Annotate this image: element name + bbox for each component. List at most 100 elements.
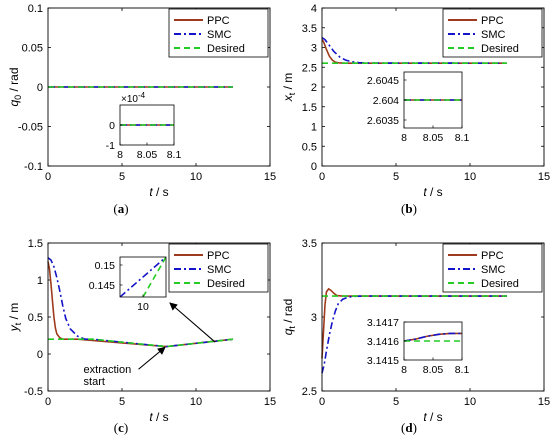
panel-b-label-close: ) (413, 201, 417, 216)
panel-b-ytick-label: 2.5 (302, 62, 317, 74)
panel-b-inset-xtick-label: 8.05 (423, 132, 444, 144)
panel-d-inset-xtick-label: 8 (401, 364, 407, 376)
panel-c-xtick-label: 15 (264, 396, 276, 408)
panel-d-inset-series-smc-line (404, 332, 462, 342)
panel-b-inset-ytick-label: 2.6035 (367, 115, 399, 127)
panel-d-legend-label-desired: Desired (481, 278, 519, 290)
panel-c-xtick-label: 0 (45, 396, 51, 408)
panel-d-xtick-label: 10 (464, 396, 476, 408)
panel-b-label: (b) (401, 201, 417, 216)
panel-d-ytick-label: 3 (311, 312, 317, 324)
panel-a-inset: 8 8.05 8.1 -1 0 ×10-4 (106, 91, 182, 161)
panel-c-ytick-label: 1 (37, 275, 43, 287)
panel-d-ylabel: qt / rad (281, 299, 297, 336)
panel-a-ylabel-unit: / rad (7, 67, 21, 94)
panel-d-inset-xtick-label: 8.05 (423, 364, 444, 376)
panel-b-inset-ytick-label: 2.6045 (367, 75, 399, 87)
panel-b-frame (321, 7, 545, 167)
panel-d-inset-area (404, 322, 462, 360)
panel-a-xtick-label: 0 (45, 171, 51, 183)
panel-d-label-letter: d (405, 420, 413, 435)
panel-d-legend-label-ppc: PPC (481, 250, 504, 262)
panel-c-inset-series-desired-line (142, 257, 166, 297)
panel-c-label: (c) (114, 420, 128, 435)
panel-b-ylabel: xt / m (281, 73, 297, 103)
panel-a-ytick-label: -0.05 (18, 122, 43, 134)
panel-c: 0 5 10 15-0.500.511.5t / syt / mPPCSMCDesir… (7, 238, 276, 435)
panel-d-xlabel-symbol: t (423, 410, 427, 424)
panel-a-inset-xtick-label: 8.1 (167, 149, 182, 161)
panel-a-xtick-label: 10 (190, 171, 202, 183)
panel-a-label: (a) (113, 201, 128, 216)
panel-c-xlabel-unit: / s (153, 410, 169, 424)
panel-a-frame (47, 7, 271, 167)
panel-b-xtick-label: 10 (464, 171, 476, 183)
panel-c-frame (47, 242, 271, 392)
panel-b-ytick-label: 0.5 (302, 141, 317, 153)
panel-d-legend-label-smc: SMC (481, 264, 506, 276)
panel-a-inset-exponent-power: -4 (138, 91, 146, 100)
panel-c-inset-ytick-label: 0.145 (89, 280, 115, 292)
panel-b-xtick-label: 0 (319, 171, 325, 183)
panel-b-legend: PPC SMC Desired (442, 8, 543, 58)
panel-a-legend-label-desired: Desired (207, 43, 245, 55)
panel-d-frame (321, 242, 545, 392)
panel-c-xlabel-symbol: t (149, 410, 153, 424)
panel-d-label-open: ( (401, 420, 405, 435)
panel-c-xtick-label: 10 (190, 396, 202, 408)
extraction-label-line2: start (84, 376, 105, 388)
panel-a-inset-ytick-label: 0 (109, 120, 115, 132)
panel-b-label-open: ( (401, 201, 405, 216)
panel-d-ylabel-unit: / rad (281, 299, 295, 326)
zoom-inset-arrow (169, 302, 216, 343)
panel-c-xlabel: t / s (149, 410, 168, 424)
panel-d-xtick-label: 15 (538, 396, 550, 408)
panel-b-ytick-label: 1.5 (302, 102, 317, 114)
panel-d-ylabel-subscript: t (287, 326, 297, 329)
panel-c-inset-series-smc-line (120, 257, 166, 297)
panel-c-series-desired-line (48, 338, 234, 348)
panel-b-xlabel-unit: / s (427, 185, 443, 199)
panel-a-inset-xtick-label: 8 (117, 149, 123, 161)
panel-a-legend-label-ppc: PPC (207, 15, 230, 27)
panel-a-ytick-label: 0.05 (22, 43, 43, 55)
panel-a-inset-exponent-base: ×10 (121, 94, 138, 105)
panel-c-ytick-label: -0.5 (24, 386, 43, 398)
panel-d-inset-ytick-label: 3.1417 (367, 317, 399, 329)
panel-c-series-ppc-line (47, 261, 234, 348)
panel-d-ytick-label: 3.5 (302, 238, 317, 250)
panel-a-ylabel: q0 / rad (7, 67, 23, 106)
panel-d-inset: 8 8.05 8.1 3.1415 3.1416 3.1417 (367, 317, 470, 376)
panel-c-ytick-label: 0 (37, 349, 43, 361)
panel-d-xlabel-unit: / s (427, 410, 443, 424)
panel-c-ylabel-symbol: y (7, 324, 21, 332)
panel-d-xtick-label: 0 (319, 396, 325, 408)
panel-a-legend-label-smc: SMC (207, 29, 232, 41)
panel-c-legend: PPC SMC Desired (168, 243, 269, 293)
panel-b-ytick-label: 2 (311, 82, 317, 94)
panel-c-legend-label-desired: Desired (207, 278, 245, 290)
panel-c-label-open: ( (114, 420, 118, 435)
panel-a-xlabel-symbol: t (149, 185, 153, 199)
panel-b-ytick-label: 3.5 (302, 23, 317, 35)
panel-a-xlabel-unit: / s (153, 185, 169, 199)
panel-d-inset-series (404, 332, 462, 342)
panel-d-inset-xtick-label: 8.1 (455, 364, 470, 376)
panel-a-ytick-label: -0.1 (24, 161, 43, 173)
panel-a-ytick-label: 0.1 (28, 3, 43, 15)
panel-c-inset-ytick-label: 0.15 (95, 260, 116, 272)
panel-d-xlabel: t / s (423, 410, 442, 424)
panel-d-legend: PPC SMC Desired (442, 243, 543, 293)
extraction-start-arrow (138, 346, 166, 370)
panel-b-ytick-label: 3 (311, 43, 317, 55)
panel-c-inset-xtick-label: 10 (137, 301, 149, 313)
panel-c-xtick-label: 5 (119, 396, 125, 408)
panel-d-label-close: ) (413, 420, 417, 435)
panel-c-ytick-label: 1.5 (28, 238, 43, 250)
panel-a-inset-exponent: ×10-4 (121, 91, 146, 105)
panel-a-xlabel: t / s (149, 185, 168, 199)
